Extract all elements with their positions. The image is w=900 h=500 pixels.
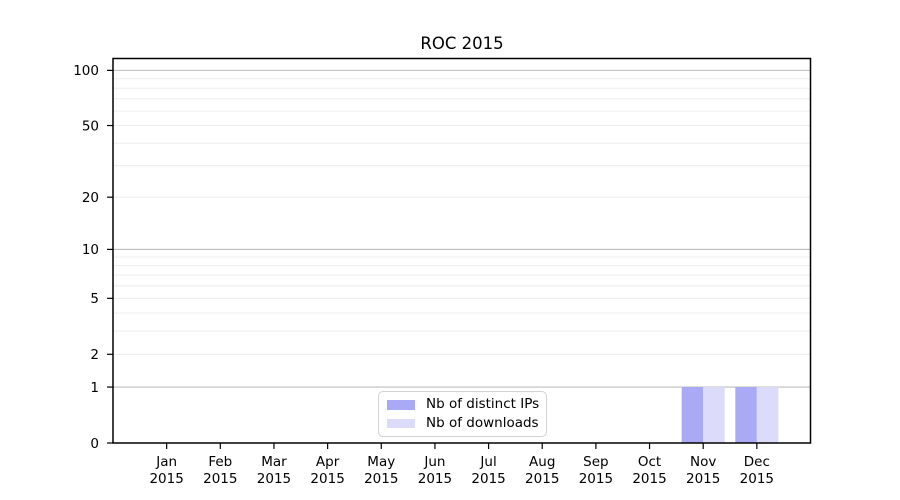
legend-label-distinct-ips: Nb of distinct IPs xyxy=(426,396,540,412)
x-tick-year-label: 2015 xyxy=(418,471,452,487)
x-tick-label: Mar xyxy=(261,454,287,470)
x-tick-label: Nov xyxy=(690,454,716,470)
y-tick-label: 20 xyxy=(82,190,99,206)
x-tick-label: Apr xyxy=(316,454,340,470)
x-tick-label: Sep xyxy=(583,454,608,470)
legend-swatch-downloads-icon xyxy=(387,418,415,428)
x-tick-year-label: 2015 xyxy=(310,471,344,487)
legend-swatch-distinct-ips-icon xyxy=(387,400,415,410)
y-tick-label: 0 xyxy=(90,436,99,452)
x-tick-label: Feb xyxy=(208,454,232,470)
y-tick-label: 2 xyxy=(90,347,99,363)
legend-item-distinct-ips: Nb of distinct IPs xyxy=(387,396,546,412)
x-tick-year-label: 2015 xyxy=(632,471,666,487)
x-tick-label: May xyxy=(367,454,395,470)
x-tick-label: Oct xyxy=(638,454,661,470)
x-tick-label: Jul xyxy=(479,454,496,470)
y-tick-label: 50 xyxy=(82,118,99,134)
chart-title: ROC 2015 xyxy=(420,34,504,53)
bar-dec-distinct-ips xyxy=(735,387,757,443)
x-tick-label: Aug xyxy=(529,454,555,470)
y-tick-label: 100 xyxy=(73,63,99,79)
x-tick-year-label: 2015 xyxy=(686,471,720,487)
y-tick-label: 5 xyxy=(90,291,99,307)
x-tick-year-label: 2015 xyxy=(364,471,398,487)
y-tick-label: 10 xyxy=(82,242,99,258)
bar-nov-downloads xyxy=(703,387,725,443)
x-tick-year-label: 2015 xyxy=(579,471,613,487)
x-tick-year-label: 2015 xyxy=(471,471,505,487)
bar-dec-downloads xyxy=(756,387,779,443)
x-tick-year-label: 2015 xyxy=(203,471,237,487)
x-tick-year-label: 2015 xyxy=(149,471,183,487)
x-tick-year-label: 2015 xyxy=(740,471,774,487)
y-tick-label: 1 xyxy=(90,380,99,396)
bar-nov-distinct-ips xyxy=(681,387,704,443)
x-tick-year-label: 2015 xyxy=(525,471,559,487)
x-tick-label: Dec xyxy=(744,454,770,470)
x-tick-label: Jan xyxy=(155,454,177,470)
legend-label-downloads: Nb of downloads xyxy=(426,414,539,431)
x-tick-label: Jun xyxy=(423,454,445,470)
legend-item-downloads: Nb of downloads xyxy=(387,414,546,431)
legend: Nb of distinct IPs Nb of downloads xyxy=(378,391,547,437)
x-tick-year-label: 2015 xyxy=(257,471,291,487)
plot-border xyxy=(112,57,812,444)
